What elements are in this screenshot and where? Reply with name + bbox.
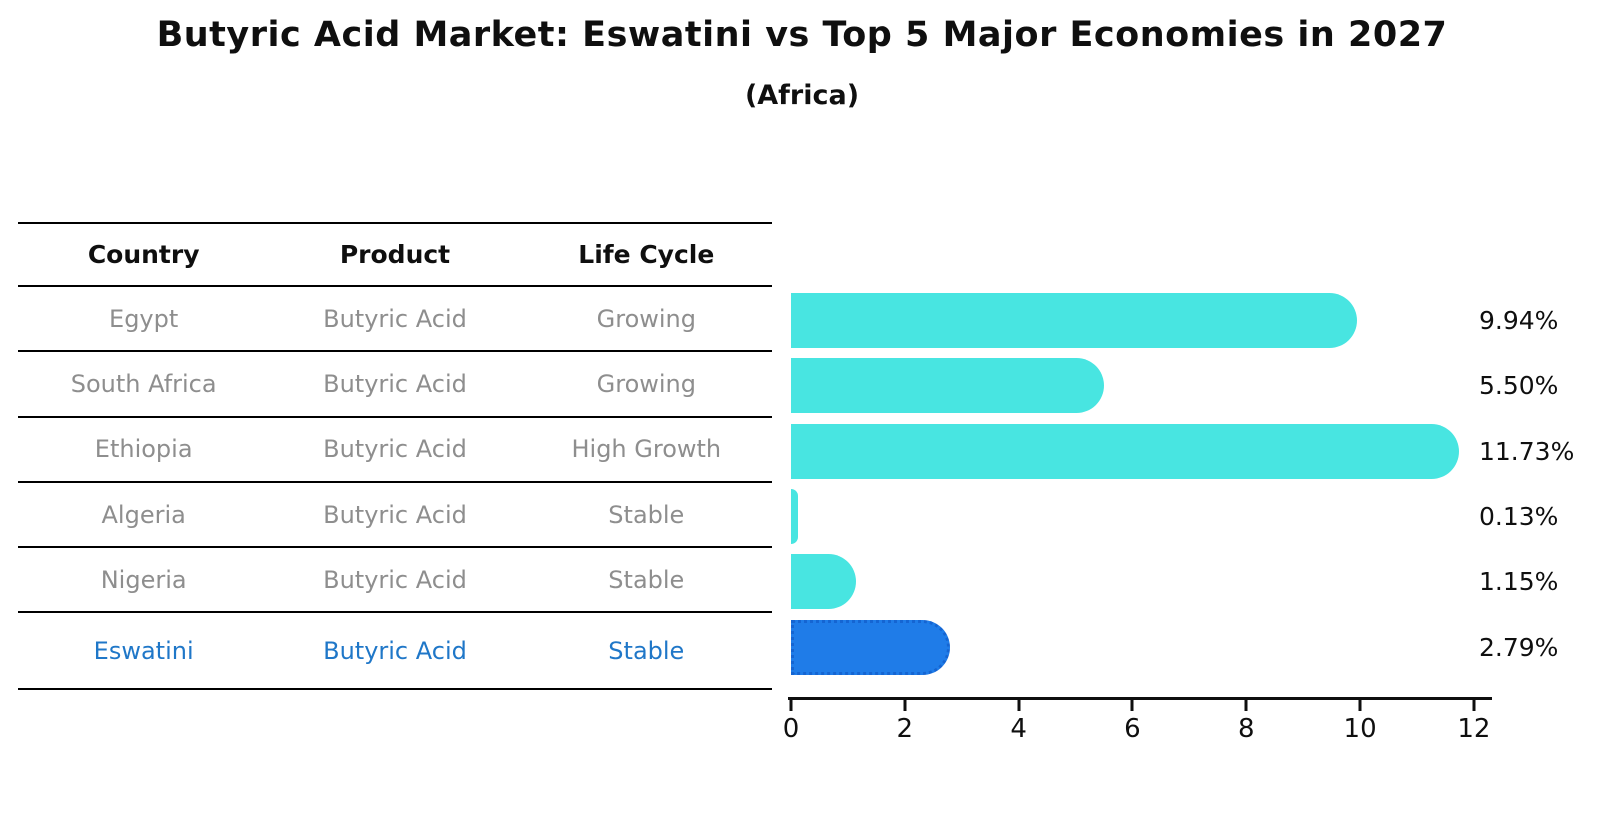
x-tick-label: 6 [1124, 714, 1141, 744]
x-tick-mark [1244, 700, 1248, 711]
table-cell-life-cycle: Stable [608, 500, 685, 529]
x-tick-mark [1472, 700, 1476, 711]
table-row: Algeria Butyric Acid Stable [18, 483, 772, 549]
bar-algeria [791, 488, 799, 544]
x-tick-mark [1358, 700, 1362, 711]
table-row: Eswatini Butyric Acid Stable [18, 613, 772, 691]
table-header-row: Country Product Life Cycle [18, 224, 772, 287]
table-cell-country: Nigeria [100, 565, 187, 594]
bar-value-label: 5.50% [1479, 371, 1559, 401]
x-tick-label: 12 [1457, 714, 1491, 744]
x-tick-label: 8 [1238, 714, 1255, 744]
table-row: Ethiopia Butyric Acid High Growth [18, 418, 772, 483]
x-tick-mark [1130, 700, 1134, 711]
table-row: Egypt Butyric Acid Growing [18, 287, 772, 353]
bar-value-label: 11.73% [1479, 436, 1575, 466]
table-cell-country: Eswatini [93, 636, 194, 665]
chart-subtitle: (Africa) [744, 80, 860, 111]
table-header-life-cycle: Life Cycle [578, 240, 715, 269]
country-table: Country Product Life Cycle Egypt Butyric… [18, 222, 772, 691]
table-cell-life-cycle: Growing [596, 304, 696, 333]
bar-value-label: 1.15% [1479, 567, 1559, 597]
table-header-country: Country [87, 240, 200, 269]
table-cell-country: South Africa [70, 369, 217, 398]
x-tick-mark [903, 700, 907, 711]
x-tick-label: 0 [782, 714, 800, 744]
table-cell-product: Butyric Acid [323, 636, 467, 665]
table-cell-life-cycle: Stable [608, 636, 685, 665]
chart-title: Butyric Acid Market: Eswatini vs Top 5 M… [156, 15, 1448, 55]
x-tick-label: 4 [1010, 714, 1027, 744]
bar-south-africa [791, 358, 1104, 414]
table-cell-life-cycle: Stable [608, 565, 685, 594]
table-row: South Africa Butyric Acid Growing [18, 352, 772, 418]
x-tick-label: 10 [1343, 714, 1377, 744]
x-tick-label: 2 [896, 714, 914, 744]
table-cell-life-cycle: Growing [596, 369, 696, 398]
table-cell-country: Egypt [109, 304, 179, 333]
x-axis-ticks: 0 2 4 6 8 10 12 [783, 700, 1491, 760]
x-tick-mark [789, 700, 793, 711]
bar-nigeria [791, 554, 857, 610]
table-header-product: Product [339, 240, 451, 269]
table-cell-country: Algeria [101, 500, 186, 529]
x-tick-mark [1017, 700, 1021, 711]
bar-plot-area [791, 287, 1491, 697]
bar-egypt [791, 293, 1357, 348]
table-cell-life-cycle: High Growth [571, 435, 722, 464]
bar-value-label: 9.94% [1479, 306, 1559, 335]
x-axis-line [788, 697, 1492, 700]
table-cell-product: Butyric Acid [323, 500, 467, 529]
table-cell-product: Butyric Acid [323, 369, 467, 398]
value-label-column: 9.94% 5.50% 11.73% 0.13% 1.15% 2.79% [1479, 287, 1599, 697]
bar-eswatini [791, 619, 950, 675]
bar-value-label: 0.13% [1479, 501, 1559, 531]
table-cell-country: Ethiopia [94, 435, 193, 464]
bar-value-label: 2.79% [1479, 632, 1559, 662]
table-cell-product: Butyric Acid [323, 304, 467, 333]
table-cell-product: Butyric Acid [323, 435, 467, 464]
table-cell-product: Butyric Acid [323, 565, 467, 594]
table-row: Nigeria Butyric Acid Stable [18, 548, 772, 614]
bar-ethiopia [791, 423, 1459, 479]
